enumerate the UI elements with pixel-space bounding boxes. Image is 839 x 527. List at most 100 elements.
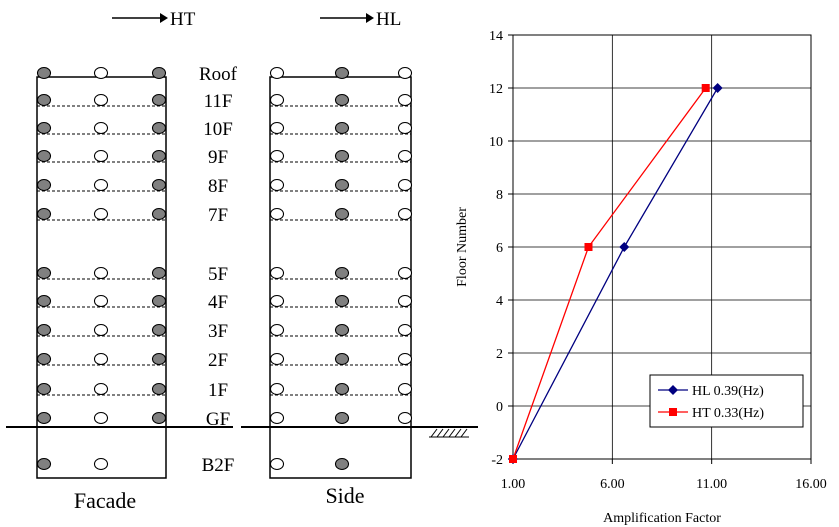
data-point: [712, 83, 723, 93]
series-1: [509, 84, 710, 463]
side-sensor: [269, 382, 285, 396]
side-sensor: [334, 66, 350, 80]
facade-sensor: [93, 93, 109, 107]
y-axis-label: Floor Number: [455, 207, 470, 287]
side-sensor: [397, 178, 413, 192]
side-sensor: [334, 266, 350, 280]
facade-sensor: [93, 294, 109, 308]
facade-sensor: [151, 266, 167, 280]
facade-sensor: [151, 294, 167, 308]
side-sensor: [269, 457, 285, 471]
side-sensor: [269, 93, 285, 107]
facade-sensor: [36, 207, 52, 221]
y-tick-label: 8: [496, 188, 503, 203]
floor-label: 11F: [204, 91, 233, 112]
series-layer: [508, 83, 723, 464]
facade-sensor: [93, 323, 109, 337]
side-sensor: [397, 93, 413, 107]
x-tick-label: 6.00: [600, 477, 625, 492]
data-point: [619, 242, 630, 252]
side-sensor: [269, 207, 285, 221]
floor-label: 7F: [208, 205, 228, 226]
y-tick-label: 0: [496, 400, 503, 415]
side-sensor: [269, 266, 285, 280]
floor-label: 4F: [208, 292, 228, 313]
side-sensor: [397, 294, 413, 308]
facade-sensor: [36, 66, 52, 80]
legend-label: HT 0.33(Hz): [692, 406, 764, 421]
ground-hatch-icon: [429, 428, 469, 438]
facade-sensor: [36, 382, 52, 396]
side-sensor: [334, 294, 350, 308]
side-sensor: [334, 207, 350, 221]
data-point: [584, 243, 593, 251]
axis-ticks: 1.00 6.00 11.00 16.00 -2 0 2 4 6 8 10 12 14: [489, 29, 827, 492]
floor-label: GF: [206, 409, 230, 430]
side-sensor: [334, 93, 350, 107]
floor-label: 1F: [208, 380, 228, 401]
side-sensor: [269, 149, 285, 163]
facade-sensor: [36, 352, 52, 366]
legend-swatch-marker: [668, 385, 678, 395]
side-sensor: [269, 323, 285, 337]
facade-sensor: [36, 178, 52, 192]
facade-sensor: [151, 66, 167, 80]
facade-sensor: [151, 178, 167, 192]
facade-sensor: [93, 352, 109, 366]
x-tick-label: 16.00: [795, 477, 827, 492]
floor-label: 8F: [208, 176, 228, 197]
facade-sensor: [36, 457, 52, 471]
side-caption: Side: [325, 483, 364, 508]
facade-sensor: [93, 207, 109, 221]
side-sensor: [269, 121, 285, 135]
hl-arrow-label: HL: [376, 9, 401, 30]
facade-sensor: [93, 149, 109, 163]
chart-legend: HL 0.39(Hz) HT 0.33(Hz): [649, 374, 804, 428]
side-sensor: [397, 382, 413, 396]
facade-sensor: [36, 149, 52, 163]
facade-sensor: [151, 352, 167, 366]
y-tick-label: 2: [496, 347, 503, 362]
data-point: [701, 84, 710, 92]
y-tick-label: 14: [489, 29, 503, 44]
floor-label: 9F: [208, 147, 228, 168]
data-point: [509, 455, 517, 463]
facade-sensor: [93, 178, 109, 192]
facade-sensor: [36, 411, 52, 425]
facade-sensor: [151, 121, 167, 135]
side-sensor: [269, 66, 285, 80]
side-sensor: [269, 411, 285, 425]
side-sensor: [334, 323, 350, 337]
side-sensor: [397, 207, 413, 221]
hl-arrow: [320, 13, 374, 23]
floor-label: 3F: [208, 321, 228, 342]
y-tick-label: 4: [496, 294, 503, 309]
y-tick-label: 12: [489, 82, 503, 97]
side-sensor: [269, 352, 285, 366]
side-sensor: [334, 457, 350, 471]
facade-sensor: [93, 66, 109, 80]
floor-label: 2F: [208, 350, 228, 371]
facade-sensor: [151, 149, 167, 163]
y-tick-label: 6: [496, 241, 503, 256]
legend-label: HL 0.39(Hz): [692, 384, 764, 399]
facade-sensor: [151, 323, 167, 337]
side-sensor: [334, 178, 350, 192]
side-sensor: [334, 382, 350, 396]
legend-swatch-marker: [669, 408, 677, 416]
floor-label: B2F: [202, 455, 235, 476]
side-sensor: [334, 149, 350, 163]
facade-sensor: [36, 93, 52, 107]
legend-item: HL 0.39(Hz): [658, 384, 764, 399]
ht-arrow-label: HT: [170, 9, 196, 30]
legend-item: HT 0.33(Hz): [658, 406, 764, 421]
floor-label: 5F: [208, 264, 228, 285]
floor-labels: Roof 11F 10F 9F 8F 7F 5F 4F 3F 2F 1F GF B2F: [199, 64, 238, 476]
side-sensor: [397, 411, 413, 425]
sensor-layout-diagram: HT HL Roof 11F 10F 9F 8F 7F 5F 4F 3F 2F 1F GF B2F Fa…: [6, 9, 478, 513]
side-sensor: [397, 66, 413, 80]
side-sensor: [397, 266, 413, 280]
facade-sensor: [36, 323, 52, 337]
side-sensor: [334, 411, 350, 425]
